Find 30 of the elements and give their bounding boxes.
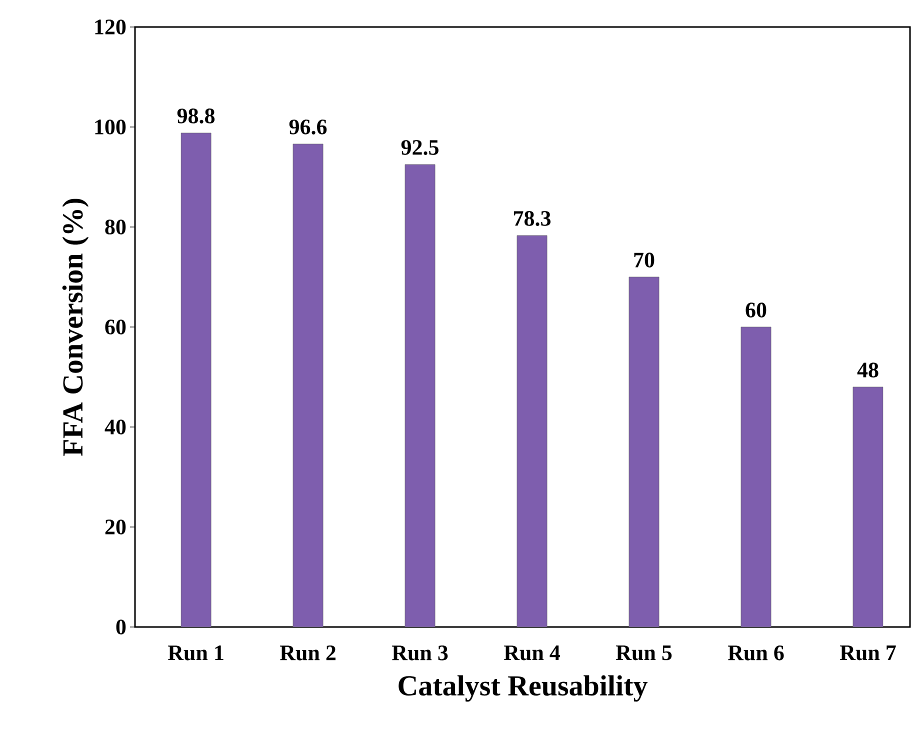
data-label: 78.3 bbox=[514, 211, 551, 226]
bar bbox=[292, 144, 324, 627]
y-tick-label: 80 bbox=[105, 220, 126, 234]
bar bbox=[852, 386, 884, 627]
y-axis-title: FFA Conversion (%) bbox=[62, 198, 89, 456]
x-tick-label: Run 2 bbox=[280, 646, 336, 660]
x-tick-label: Run 4 bbox=[504, 646, 560, 660]
x-axis-title: Catalyst Reusability bbox=[398, 675, 648, 702]
bar bbox=[740, 326, 772, 627]
data-label: 70 bbox=[634, 252, 654, 268]
y-tick-label: 120 bbox=[95, 20, 126, 34]
y-tick-label: 40 bbox=[104, 420, 126, 434]
data-label: 96.6 bbox=[289, 120, 327, 134]
y-tick-label: 20 bbox=[105, 520, 126, 534]
data-label: 92.5 bbox=[401, 140, 438, 155]
y-tick-label: 100 bbox=[95, 120, 126, 134]
data-label: 98.8 bbox=[177, 108, 215, 124]
x-tick-label: Run 7 bbox=[840, 646, 896, 660]
y-tick-label: 0 bbox=[116, 620, 126, 634]
bar bbox=[628, 276, 660, 627]
x-tick-label: Run 1 bbox=[168, 646, 224, 660]
data-label: 48 bbox=[857, 362, 878, 378]
x-tick-label: Run 3 bbox=[392, 646, 448, 660]
bar bbox=[180, 132, 212, 627]
data-label: 60 bbox=[746, 302, 766, 318]
bar bbox=[516, 235, 548, 627]
y-tick-label: 60 bbox=[105, 320, 126, 334]
x-tick-label: Run 6 bbox=[728, 646, 784, 660]
bar bbox=[404, 164, 436, 627]
x-tick-label: Run 5 bbox=[616, 646, 672, 660]
